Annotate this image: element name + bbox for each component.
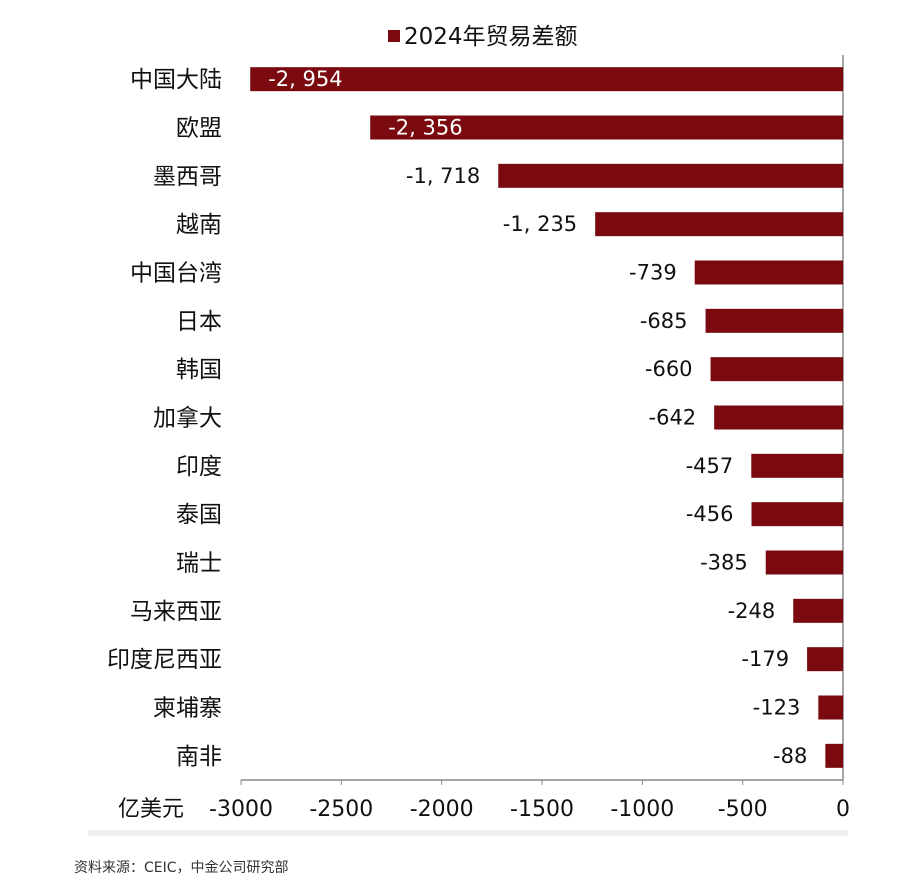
bar — [498, 163, 843, 188]
category-label: 南非 — [176, 744, 222, 770]
x-tick-label: -500 — [718, 797, 768, 822]
bar — [595, 212, 843, 237]
category-label: 泰国 — [176, 502, 222, 528]
category-label: 中国台湾 — [130, 261, 222, 287]
bar — [825, 743, 843, 768]
category-label: 中国大陆 — [130, 67, 222, 93]
x-tick-label: -3000 — [209, 797, 273, 822]
bar — [793, 598, 843, 623]
category-label: 韩国 — [176, 357, 222, 383]
bar — [710, 357, 843, 382]
data-label: -123 — [753, 696, 801, 720]
x-tick-label: -2000 — [410, 797, 474, 822]
data-label: -88 — [773, 744, 807, 768]
category-label: 印度 — [176, 454, 222, 480]
data-label: -456 — [686, 502, 734, 526]
bar — [765, 550, 843, 575]
category-label: 加拿大 — [153, 405, 222, 432]
legend-label: 2024年贸易差额 — [404, 24, 578, 50]
x-tick-label: 0 — [836, 797, 850, 822]
bar — [370, 115, 843, 140]
data-label: -385 — [700, 551, 748, 575]
data-label: -2, 954 — [268, 67, 342, 91]
category-label: 印度尼西亚 — [107, 647, 222, 673]
category-label: 墨西哥 — [153, 164, 222, 190]
x-tick-label: -2500 — [309, 797, 373, 822]
data-label: -739 — [629, 261, 677, 285]
category-label: 越南 — [176, 212, 222, 238]
data-label: -642 — [649, 406, 697, 430]
data-label: -685 — [640, 309, 688, 333]
x-tick-label: -1000 — [610, 797, 674, 822]
data-label: -2, 356 — [388, 116, 462, 140]
bar — [818, 695, 843, 720]
bar — [250, 67, 844, 92]
bar — [751, 453, 843, 478]
source-note: 资料来源：CEIC，中金公司研究部 — [74, 860, 289, 876]
x-tick-label: -1500 — [510, 797, 574, 822]
bar — [705, 308, 843, 333]
category-label: 柬埔寨 — [153, 696, 222, 722]
bar — [807, 647, 843, 672]
bar — [714, 405, 843, 430]
category-label: 欧盟 — [176, 116, 222, 142]
data-label: -1, 235 — [503, 212, 577, 236]
data-label: -457 — [686, 454, 734, 478]
data-label: -179 — [741, 647, 789, 671]
bar — [694, 260, 843, 285]
category-label: 日本 — [176, 309, 222, 335]
category-label: 瑞士 — [176, 551, 222, 577]
bar — [751, 502, 843, 527]
chart-container: 2024年贸易差额中国大陆 -2, 954 欧盟 -2, 356 墨西哥 -1, 718 越… — [88, 24, 850, 836]
legend-swatch — [388, 30, 400, 42]
category-label: 马来西亚 — [130, 599, 222, 625]
plot-shadow — [88, 830, 848, 836]
data-label: -248 — [728, 599, 776, 623]
x-axis-label: 亿美元 — [118, 797, 184, 822]
data-label: -1, 718 — [406, 164, 480, 188]
data-label: -660 — [645, 357, 693, 381]
